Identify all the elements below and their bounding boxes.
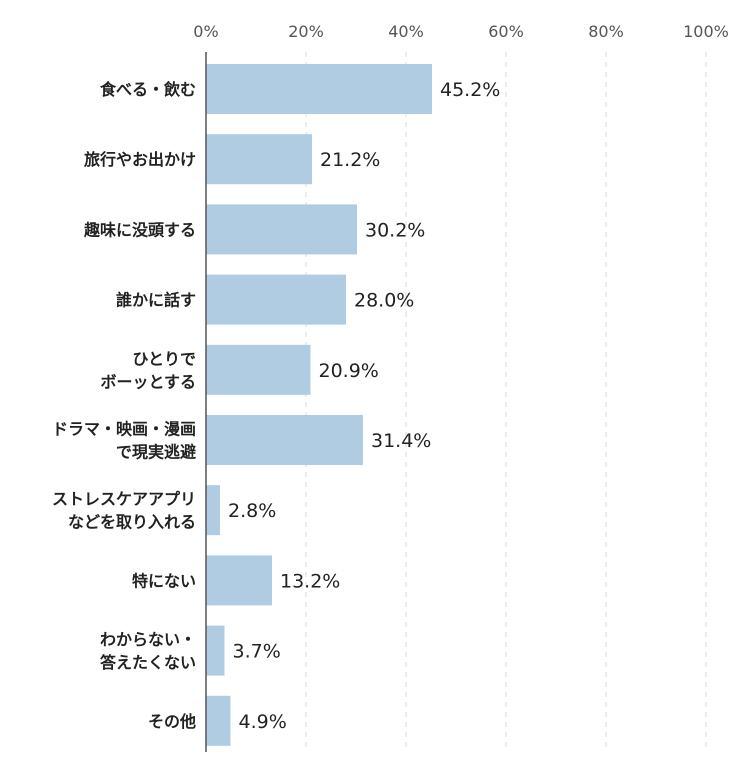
- data-label: 20.9%: [319, 360, 379, 382]
- x-tick-label: 60%: [488, 22, 524, 41]
- category-label: 趣味に没頭する: [83, 220, 196, 239]
- category-label: ストレスケアアプリ: [52, 490, 196, 509]
- category-label: 誰かに話す: [116, 291, 196, 310]
- data-label: 28.0%: [354, 290, 414, 312]
- category-label: わからない・: [100, 630, 196, 649]
- category-label: 答えたくない: [100, 653, 196, 672]
- category-label: その他: [148, 712, 196, 731]
- x-tick-label: 80%: [588, 22, 624, 41]
- data-label: 45.2%: [440, 79, 500, 101]
- bar: [206, 344, 311, 395]
- category-label: 旅行やお出かけ: [84, 150, 196, 169]
- data-label: 13.2%: [280, 570, 340, 592]
- data-label: 3.7%: [233, 641, 281, 663]
- category-label: で現実逃避: [116, 443, 196, 462]
- category-label: 食べる・飲む: [99, 80, 196, 99]
- category-label: ひとりで: [132, 349, 196, 368]
- bar: [206, 485, 220, 536]
- category-labels: 食べる・飲む旅行やお出かけ趣味に没頭する誰かに話すひとりでボーッとするドラマ・映…: [52, 80, 196, 731]
- value-labels: 45.2% 21.2% 30.2% 28.0% 20.9% 31.4% 2.8% 13.2% 3…: [228, 79, 500, 733]
- x-tick-label: 0%: [193, 22, 218, 41]
- data-label: 2.8%: [228, 500, 276, 522]
- bar: [206, 625, 225, 676]
- category-label: などを取り入れる: [68, 513, 196, 532]
- bars: [206, 64, 432, 746]
- bar: [206, 134, 312, 185]
- category-label: 特にない: [132, 571, 196, 590]
- category-label: ドラマ・映画・漫画: [52, 420, 196, 439]
- x-tick-label: 40%: [388, 22, 424, 41]
- bar: [206, 204, 357, 255]
- data-label: 30.2%: [365, 219, 425, 241]
- bar: [206, 415, 363, 465]
- x-tick-label: 100%: [683, 22, 729, 41]
- data-label: 31.4%: [371, 430, 431, 452]
- bar: [206, 695, 231, 746]
- data-label: 21.2%: [320, 149, 380, 171]
- gridlines: [305, 52, 707, 752]
- bar: [206, 555, 272, 606]
- x-axis-ticks: 0% 20% 40% 60% 80% 100%: [193, 22, 729, 41]
- category-label: ボーッとする: [100, 372, 196, 391]
- data-label: 4.9%: [239, 711, 287, 733]
- bar: [206, 274, 346, 325]
- bar: [206, 64, 432, 114]
- x-tick-label: 20%: [288, 22, 324, 41]
